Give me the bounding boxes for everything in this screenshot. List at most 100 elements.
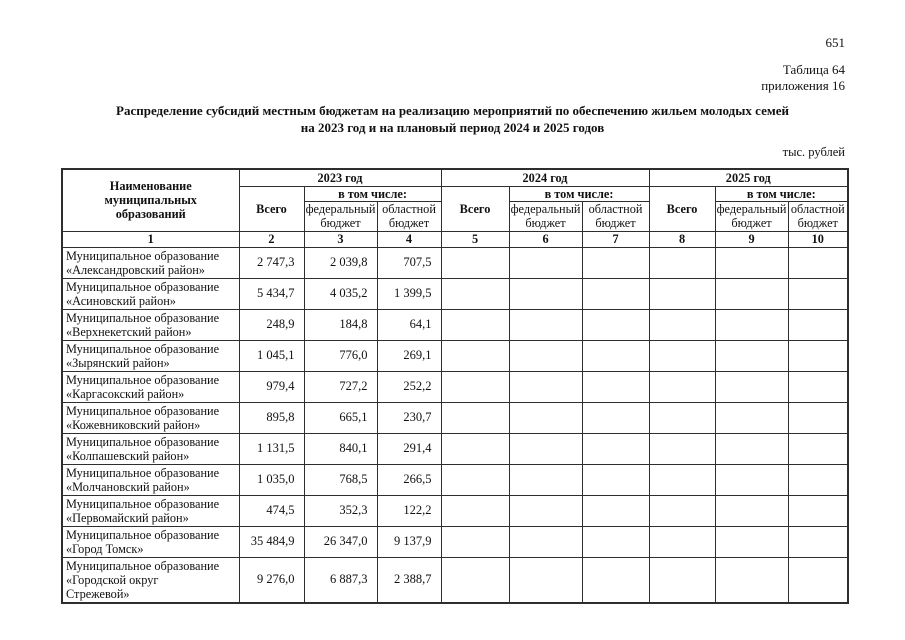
header-municipality-name: Наименование муниципальных образований bbox=[61, 168, 240, 232]
table-row: Муниципальное образование «Молчановский … bbox=[61, 463, 849, 496]
value-cell bbox=[581, 308, 650, 341]
header-federal-2024: федеральный бюджет bbox=[508, 200, 583, 232]
value-cell: 352,3 bbox=[303, 494, 378, 527]
value-cell: 707,5 bbox=[376, 246, 442, 279]
value-cell: 291,4 bbox=[376, 432, 442, 465]
header-total-2025: Всего bbox=[648, 185, 716, 232]
value-cell bbox=[787, 370, 849, 403]
column-number: 2 bbox=[238, 230, 305, 248]
value-cell bbox=[648, 277, 716, 310]
value-cell bbox=[787, 432, 849, 465]
municipality-rows: Муниципальное образование «Александровск… bbox=[61, 246, 849, 603]
table-row: Муниципальное образование «Колпашевский … bbox=[61, 432, 849, 465]
value-cell: 248,9 bbox=[238, 308, 305, 341]
value-cell: 1 399,5 bbox=[376, 277, 442, 310]
appendix-label: приложения 16 bbox=[761, 78, 845, 93]
municipality-name: Муниципальное образование «Асиновский ра… bbox=[61, 277, 240, 310]
value-cell bbox=[508, 525, 583, 558]
column-number: 5 bbox=[440, 230, 510, 248]
header-year-2023: 2023 год bbox=[238, 168, 442, 187]
value-cell bbox=[508, 277, 583, 310]
value-cell bbox=[787, 308, 849, 341]
header-year-2025: 2025 год bbox=[648, 168, 849, 187]
document-title: Распределение субсидий местным бюджетам … bbox=[0, 103, 905, 136]
value-cell bbox=[648, 525, 716, 558]
value-cell: 895,8 bbox=[238, 401, 305, 434]
value-cell bbox=[714, 494, 789, 527]
value-cell bbox=[787, 556, 849, 603]
table-row: Муниципальное образование «Городской окр… bbox=[61, 556, 849, 603]
table-row: Муниципальное образование «Первомайский … bbox=[61, 494, 849, 527]
column-number: 8 bbox=[648, 230, 716, 248]
value-cell bbox=[581, 463, 650, 496]
column-number: 7 bbox=[581, 230, 650, 248]
value-cell bbox=[714, 308, 789, 341]
table-row: Муниципальное образование «Александровск… bbox=[61, 246, 849, 279]
value-cell bbox=[440, 463, 510, 496]
table-row: Муниципальное образование «Зырянский рай… bbox=[61, 339, 849, 372]
value-cell: 2 039,8 bbox=[303, 246, 378, 279]
document-title-line1: Распределение субсидий местным бюджетам … bbox=[116, 103, 789, 118]
column-number: 1 bbox=[61, 230, 240, 248]
value-cell bbox=[648, 308, 716, 341]
value-cell: 269,1 bbox=[376, 339, 442, 372]
value-cell bbox=[648, 432, 716, 465]
value-cell: 665,1 bbox=[303, 401, 378, 434]
value-cell bbox=[440, 432, 510, 465]
value-cell bbox=[440, 401, 510, 434]
value-cell: 266,5 bbox=[376, 463, 442, 496]
value-cell: 252,2 bbox=[376, 370, 442, 403]
value-cell bbox=[648, 370, 716, 403]
value-cell bbox=[508, 308, 583, 341]
column-number: 9 bbox=[714, 230, 789, 248]
value-cell bbox=[581, 277, 650, 310]
value-cell bbox=[787, 277, 849, 310]
value-cell bbox=[714, 401, 789, 434]
value-cell bbox=[648, 401, 716, 434]
value-cell bbox=[581, 401, 650, 434]
table-row: Муниципальное образование «Кожевниковски… bbox=[61, 401, 849, 434]
value-cell: 184,8 bbox=[303, 308, 378, 341]
header-federal-2023: федеральный бюджет bbox=[303, 200, 378, 232]
value-cell bbox=[581, 494, 650, 527]
value-cell bbox=[787, 494, 849, 527]
header-including-2024: в том числе: bbox=[508, 185, 650, 202]
value-cell bbox=[508, 494, 583, 527]
value-cell: 840,1 bbox=[303, 432, 378, 465]
units-label: тыс. рублей bbox=[782, 145, 845, 159]
value-cell: 474,5 bbox=[238, 494, 305, 527]
value-cell: 2 388,7 bbox=[376, 556, 442, 603]
value-cell: 776,0 bbox=[303, 339, 378, 372]
column-number: 4 bbox=[376, 230, 442, 248]
value-cell bbox=[787, 525, 849, 558]
value-cell bbox=[581, 556, 650, 603]
municipality-name: Муниципальное образование «Зырянский рай… bbox=[61, 339, 240, 372]
value-cell: 26 347,0 bbox=[303, 525, 378, 558]
value-cell bbox=[787, 339, 849, 372]
column-number: 3 bbox=[303, 230, 378, 248]
value-cell bbox=[581, 246, 650, 279]
value-cell: 122,2 bbox=[376, 494, 442, 527]
value-cell bbox=[714, 463, 789, 496]
municipality-name: Муниципальное образование «Молчановский … bbox=[61, 463, 240, 496]
value-cell: 9 137,9 bbox=[376, 525, 442, 558]
table-row: Муниципальное образование «Верхнекетский… bbox=[61, 308, 849, 341]
header-regional-2024: областной бюджет bbox=[581, 200, 650, 232]
value-cell bbox=[508, 432, 583, 465]
header-regional-2025: областной бюджет bbox=[787, 200, 849, 232]
value-cell: 768,5 bbox=[303, 463, 378, 496]
table-row: Муниципальное образование «Каргасокский … bbox=[61, 370, 849, 403]
municipality-name: Муниципальное образование «Кожевниковски… bbox=[61, 401, 240, 434]
header-total-2023: Всего bbox=[238, 185, 305, 232]
header-federal-2025: федеральный бюджет bbox=[714, 200, 789, 232]
value-cell bbox=[508, 556, 583, 603]
value-cell: 6 887,3 bbox=[303, 556, 378, 603]
value-cell bbox=[440, 494, 510, 527]
value-cell bbox=[508, 246, 583, 279]
page-number: 651 bbox=[825, 35, 846, 50]
value-cell bbox=[440, 525, 510, 558]
municipality-name: Муниципальное образование «Александровск… bbox=[61, 246, 240, 279]
value-cell bbox=[787, 463, 849, 496]
value-cell bbox=[787, 246, 849, 279]
value-cell bbox=[714, 556, 789, 603]
